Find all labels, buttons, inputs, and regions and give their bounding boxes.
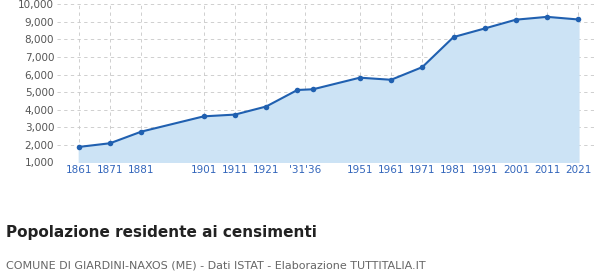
- Point: [308, 87, 318, 92]
- Point: [262, 104, 271, 109]
- Point: [199, 114, 209, 119]
- Point: [293, 88, 302, 92]
- Point: [511, 17, 521, 22]
- Point: [574, 17, 583, 22]
- Point: [105, 141, 115, 146]
- Point: [449, 35, 458, 39]
- Point: [230, 112, 240, 117]
- Point: [480, 26, 490, 31]
- Point: [136, 129, 146, 134]
- Point: [418, 65, 427, 69]
- Point: [74, 145, 83, 149]
- Point: [542, 15, 552, 19]
- Text: Popolazione residente ai censimenti: Popolazione residente ai censimenti: [6, 225, 317, 241]
- Text: COMUNE DI GIARDINI-NAXOS (ME) - Dati ISTAT - Elaborazione TUTTITALIA.IT: COMUNE DI GIARDINI-NAXOS (ME) - Dati IST…: [6, 260, 425, 270]
- Point: [355, 75, 365, 80]
- Point: [386, 78, 396, 82]
